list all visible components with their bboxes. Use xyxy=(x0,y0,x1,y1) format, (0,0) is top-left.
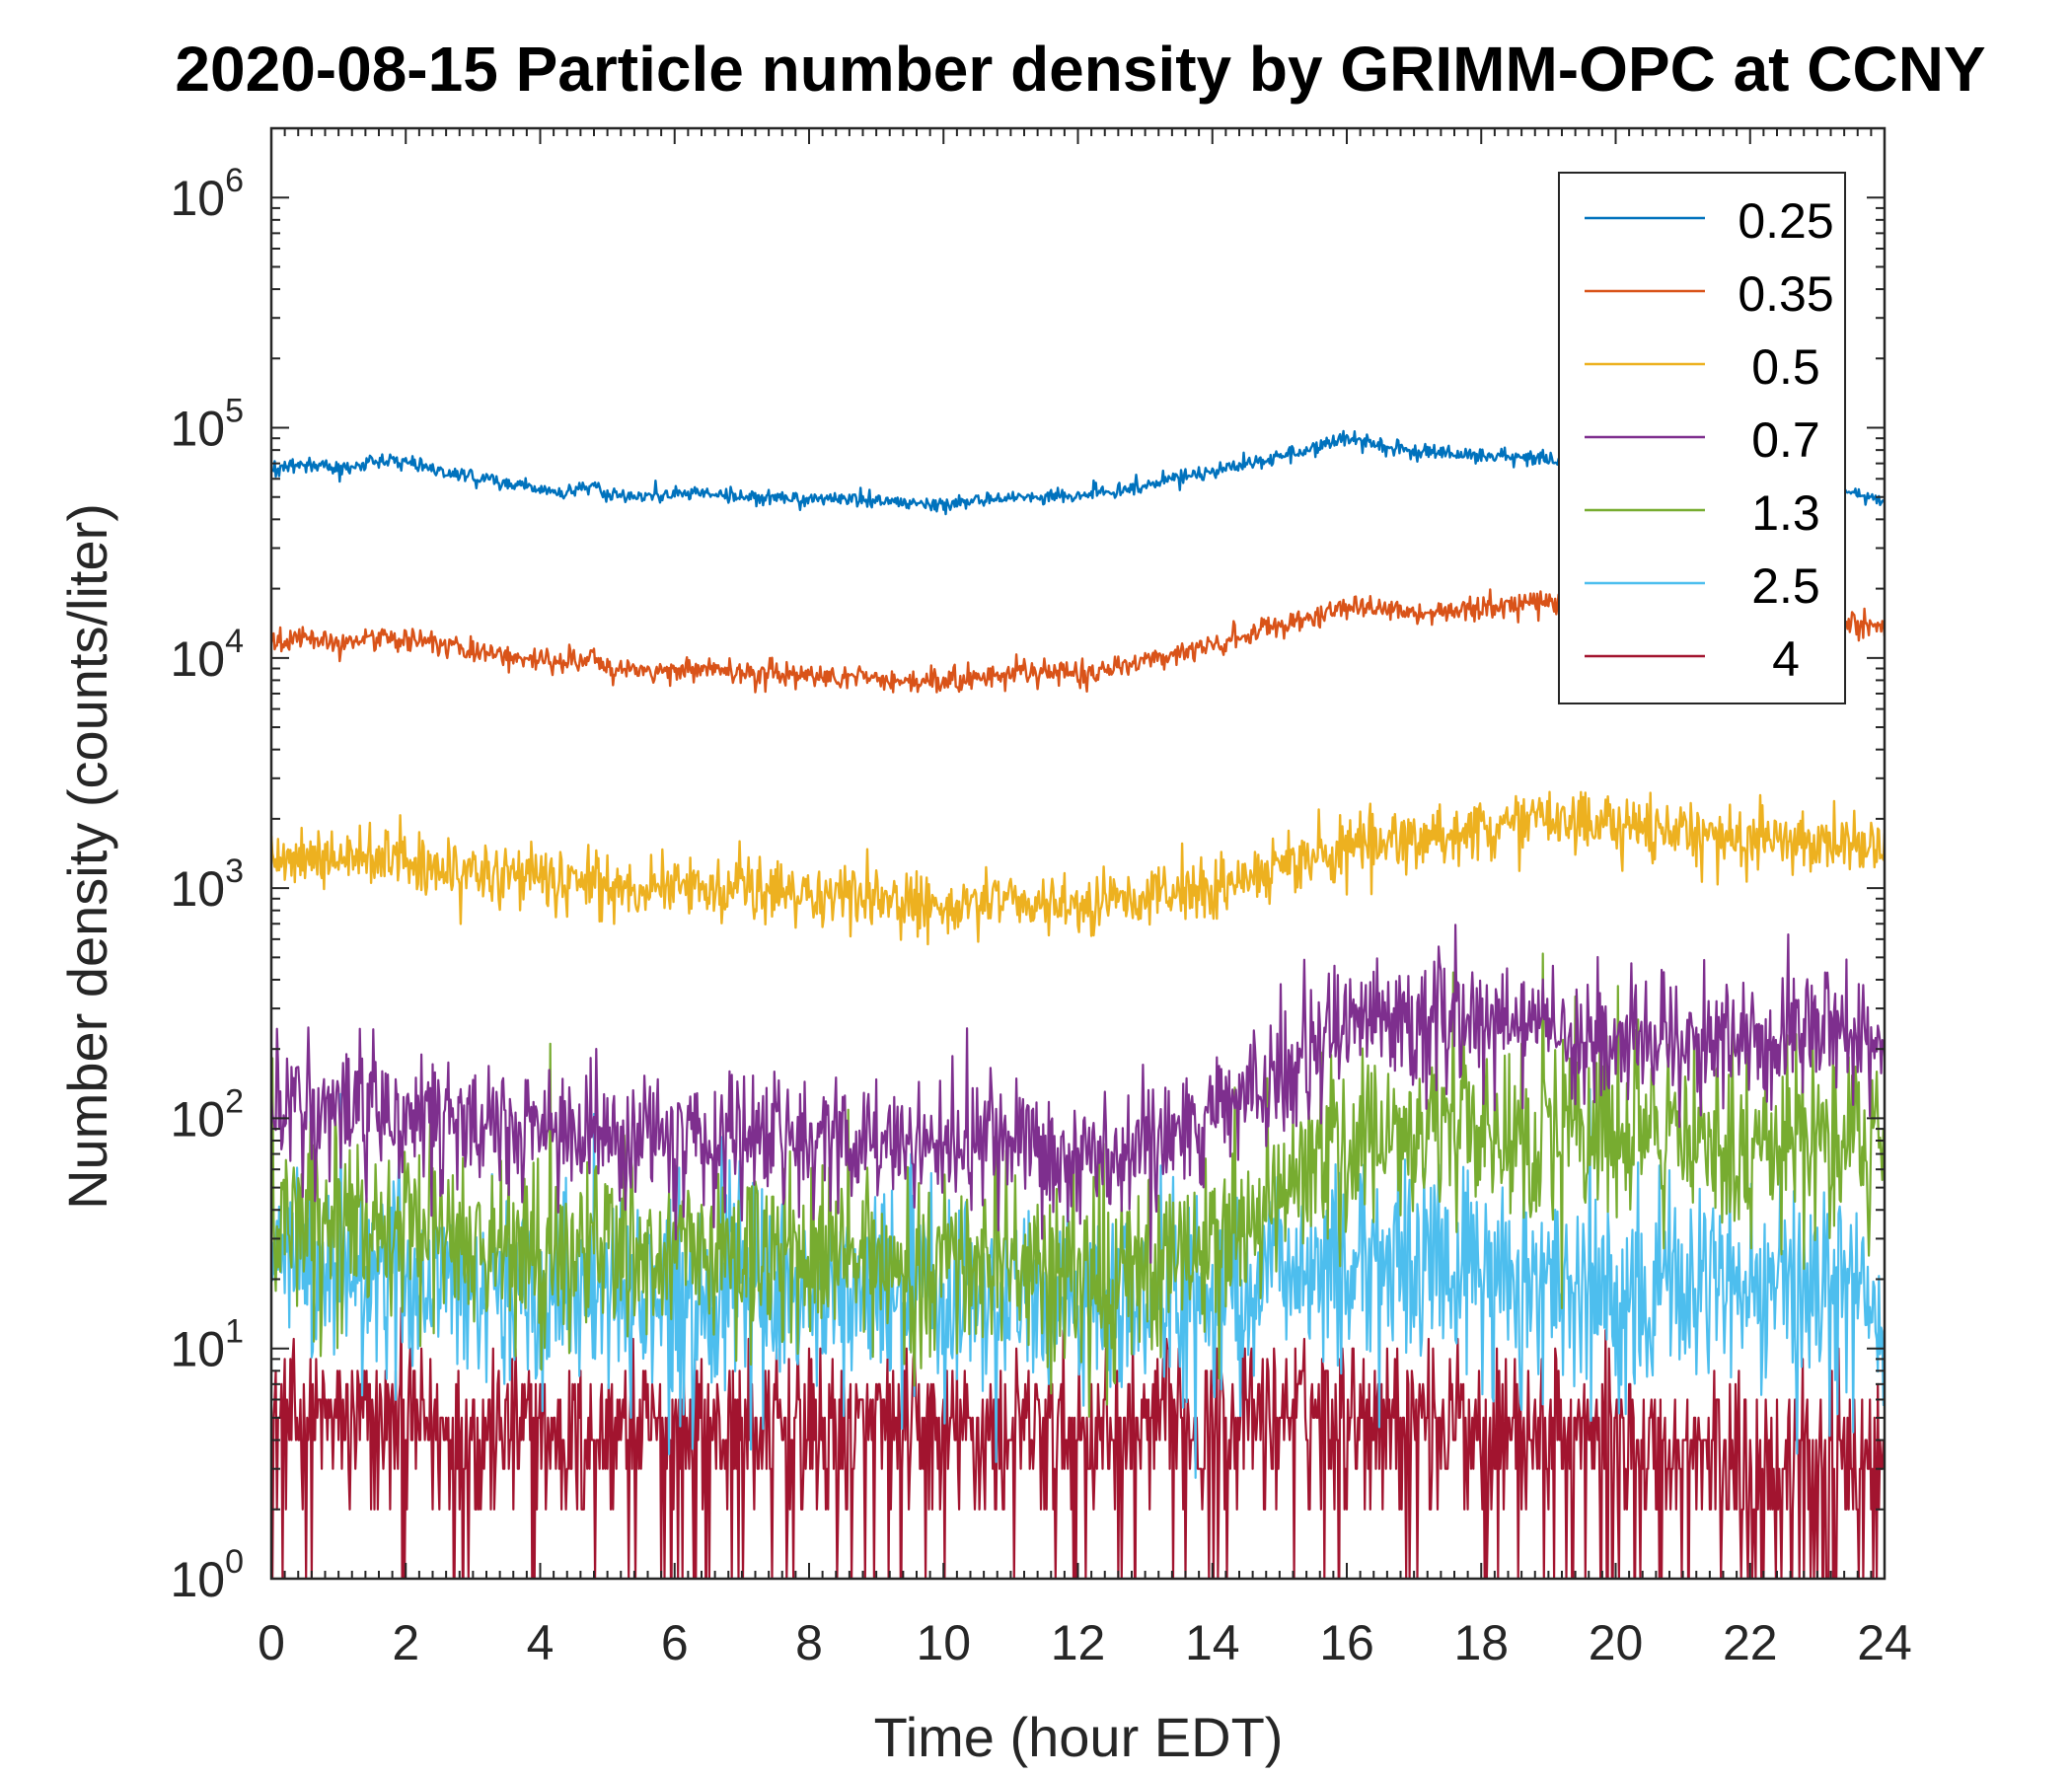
x-tick-label: 2 xyxy=(392,1615,419,1670)
x-tick-label: 10 xyxy=(916,1615,971,1670)
y-tick-label: 106 xyxy=(170,162,244,226)
x-tick-label: 12 xyxy=(1051,1615,1106,1670)
x-tick-label: 6 xyxy=(661,1615,689,1670)
x-tick-label: 4 xyxy=(527,1615,555,1670)
series-line-4 xyxy=(271,1306,1885,1579)
x-tick-label: 16 xyxy=(1319,1615,1374,1670)
x-axis-label: Time (hour EDT) xyxy=(874,1706,1284,1768)
legend-label-2.5: 2.5 xyxy=(1751,558,1820,614)
series-line-0.7 xyxy=(271,924,1885,1264)
legend-label-0.25: 0.25 xyxy=(1738,193,1833,249)
legend-label-0.5: 0.5 xyxy=(1751,339,1820,395)
x-tick-label: 14 xyxy=(1185,1615,1240,1670)
axes: 0 2 4 6 8 10 12 14 16 18 20 22 241001011021031041051… xyxy=(170,126,1912,1670)
y-axis-label: Number density (counts/liter) xyxy=(56,503,118,1210)
series-line-1.3 xyxy=(271,952,1885,1418)
x-tick-label: 24 xyxy=(1857,1615,1912,1670)
y-tick-label: 104 xyxy=(170,623,244,687)
series-line-0.5 xyxy=(271,790,1885,946)
chart-title: 2020-08-15 Particle number density by GR… xyxy=(175,34,1985,105)
y-tick-label: 100 xyxy=(170,1543,244,1607)
x-tick-label: 18 xyxy=(1453,1615,1509,1670)
x-tick-label: 22 xyxy=(1723,1615,1778,1670)
y-tick-label: 103 xyxy=(170,852,244,917)
legend-label-0.7: 0.7 xyxy=(1751,412,1820,468)
x-tick-label: 8 xyxy=(795,1615,823,1670)
y-tick-label: 101 xyxy=(170,1313,244,1377)
y-tick-label: 105 xyxy=(170,393,244,457)
legend: 0.25 0.35 0.5 0.7 1.3 2.5 4 xyxy=(1558,172,1846,704)
x-tick-label: 0 xyxy=(258,1615,285,1670)
x-tick-label: 20 xyxy=(1589,1615,1644,1670)
legend-label-1.3: 1.3 xyxy=(1751,485,1820,541)
y-tick-label: 102 xyxy=(170,1082,244,1147)
legend-label-4: 4 xyxy=(1772,631,1800,687)
legend-label-0.35: 0.35 xyxy=(1738,266,1833,322)
